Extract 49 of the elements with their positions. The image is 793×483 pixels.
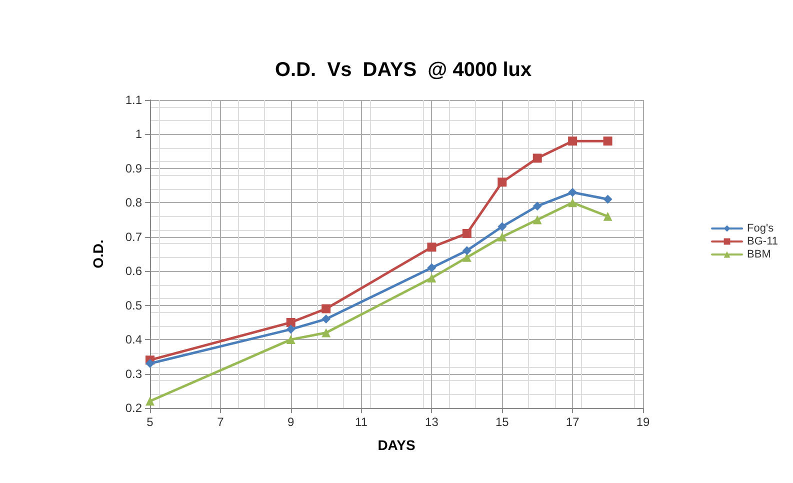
x-tick-label: 9 [288, 415, 295, 429]
point [603, 136, 612, 146]
point [568, 198, 578, 208]
point [146, 359, 154, 368]
point [498, 222, 507, 232]
point [322, 314, 331, 324]
y-tick-label: 0.8 [125, 196, 142, 210]
point [146, 396, 154, 406]
x-tick-label: 7 [217, 415, 224, 429]
x-tick-label: 13 [425, 415, 439, 429]
x-tick-label: 15 [495, 415, 510, 429]
y-tick-label: 1 [135, 127, 142, 142]
x-axis-title: DAYS [378, 437, 416, 453]
y-tick-label: 0.3 [125, 366, 142, 381]
point [286, 335, 296, 344]
point [286, 324, 296, 334]
legend-label: BG-11 [747, 236, 778, 248]
y-tick-label: 0.4 [125, 332, 142, 347]
point [603, 194, 612, 204]
y-tick-label: 1.1 [125, 93, 142, 107]
x-tick-label: 5 [146, 415, 154, 429]
x-tick-label: 11 [355, 415, 368, 429]
y-tick-label: 0.5 [125, 298, 142, 312]
y-tick-label: 0.2 [125, 401, 142, 415]
x-tick-label: 17 [566, 415, 580, 429]
legend-label: Fog's [747, 222, 774, 234]
point [532, 202, 542, 211]
chart-title: O.D. Vs DAYS @ 4000 lux [275, 59, 532, 81]
point [427, 263, 436, 272]
y-tick-label: 0.6 [125, 264, 142, 278]
point [427, 273, 436, 282]
point [322, 328, 331, 338]
point [498, 178, 507, 187]
point [568, 188, 578, 197]
point [498, 232, 507, 242]
point [532, 154, 542, 163]
point [532, 215, 542, 224]
x-tick-label: 19 [636, 415, 650, 429]
point [568, 136, 578, 146]
legend-label: BBM [747, 248, 771, 260]
point [286, 318, 296, 327]
point [322, 304, 331, 314]
point [462, 246, 472, 256]
y-tick-label: 0.9 [125, 161, 142, 176]
point [603, 212, 612, 221]
point [462, 228, 472, 238]
y-tick-label: 0.7 [125, 230, 142, 244]
point [427, 242, 436, 252]
y-axis-title: O.D. [90, 240, 106, 268]
